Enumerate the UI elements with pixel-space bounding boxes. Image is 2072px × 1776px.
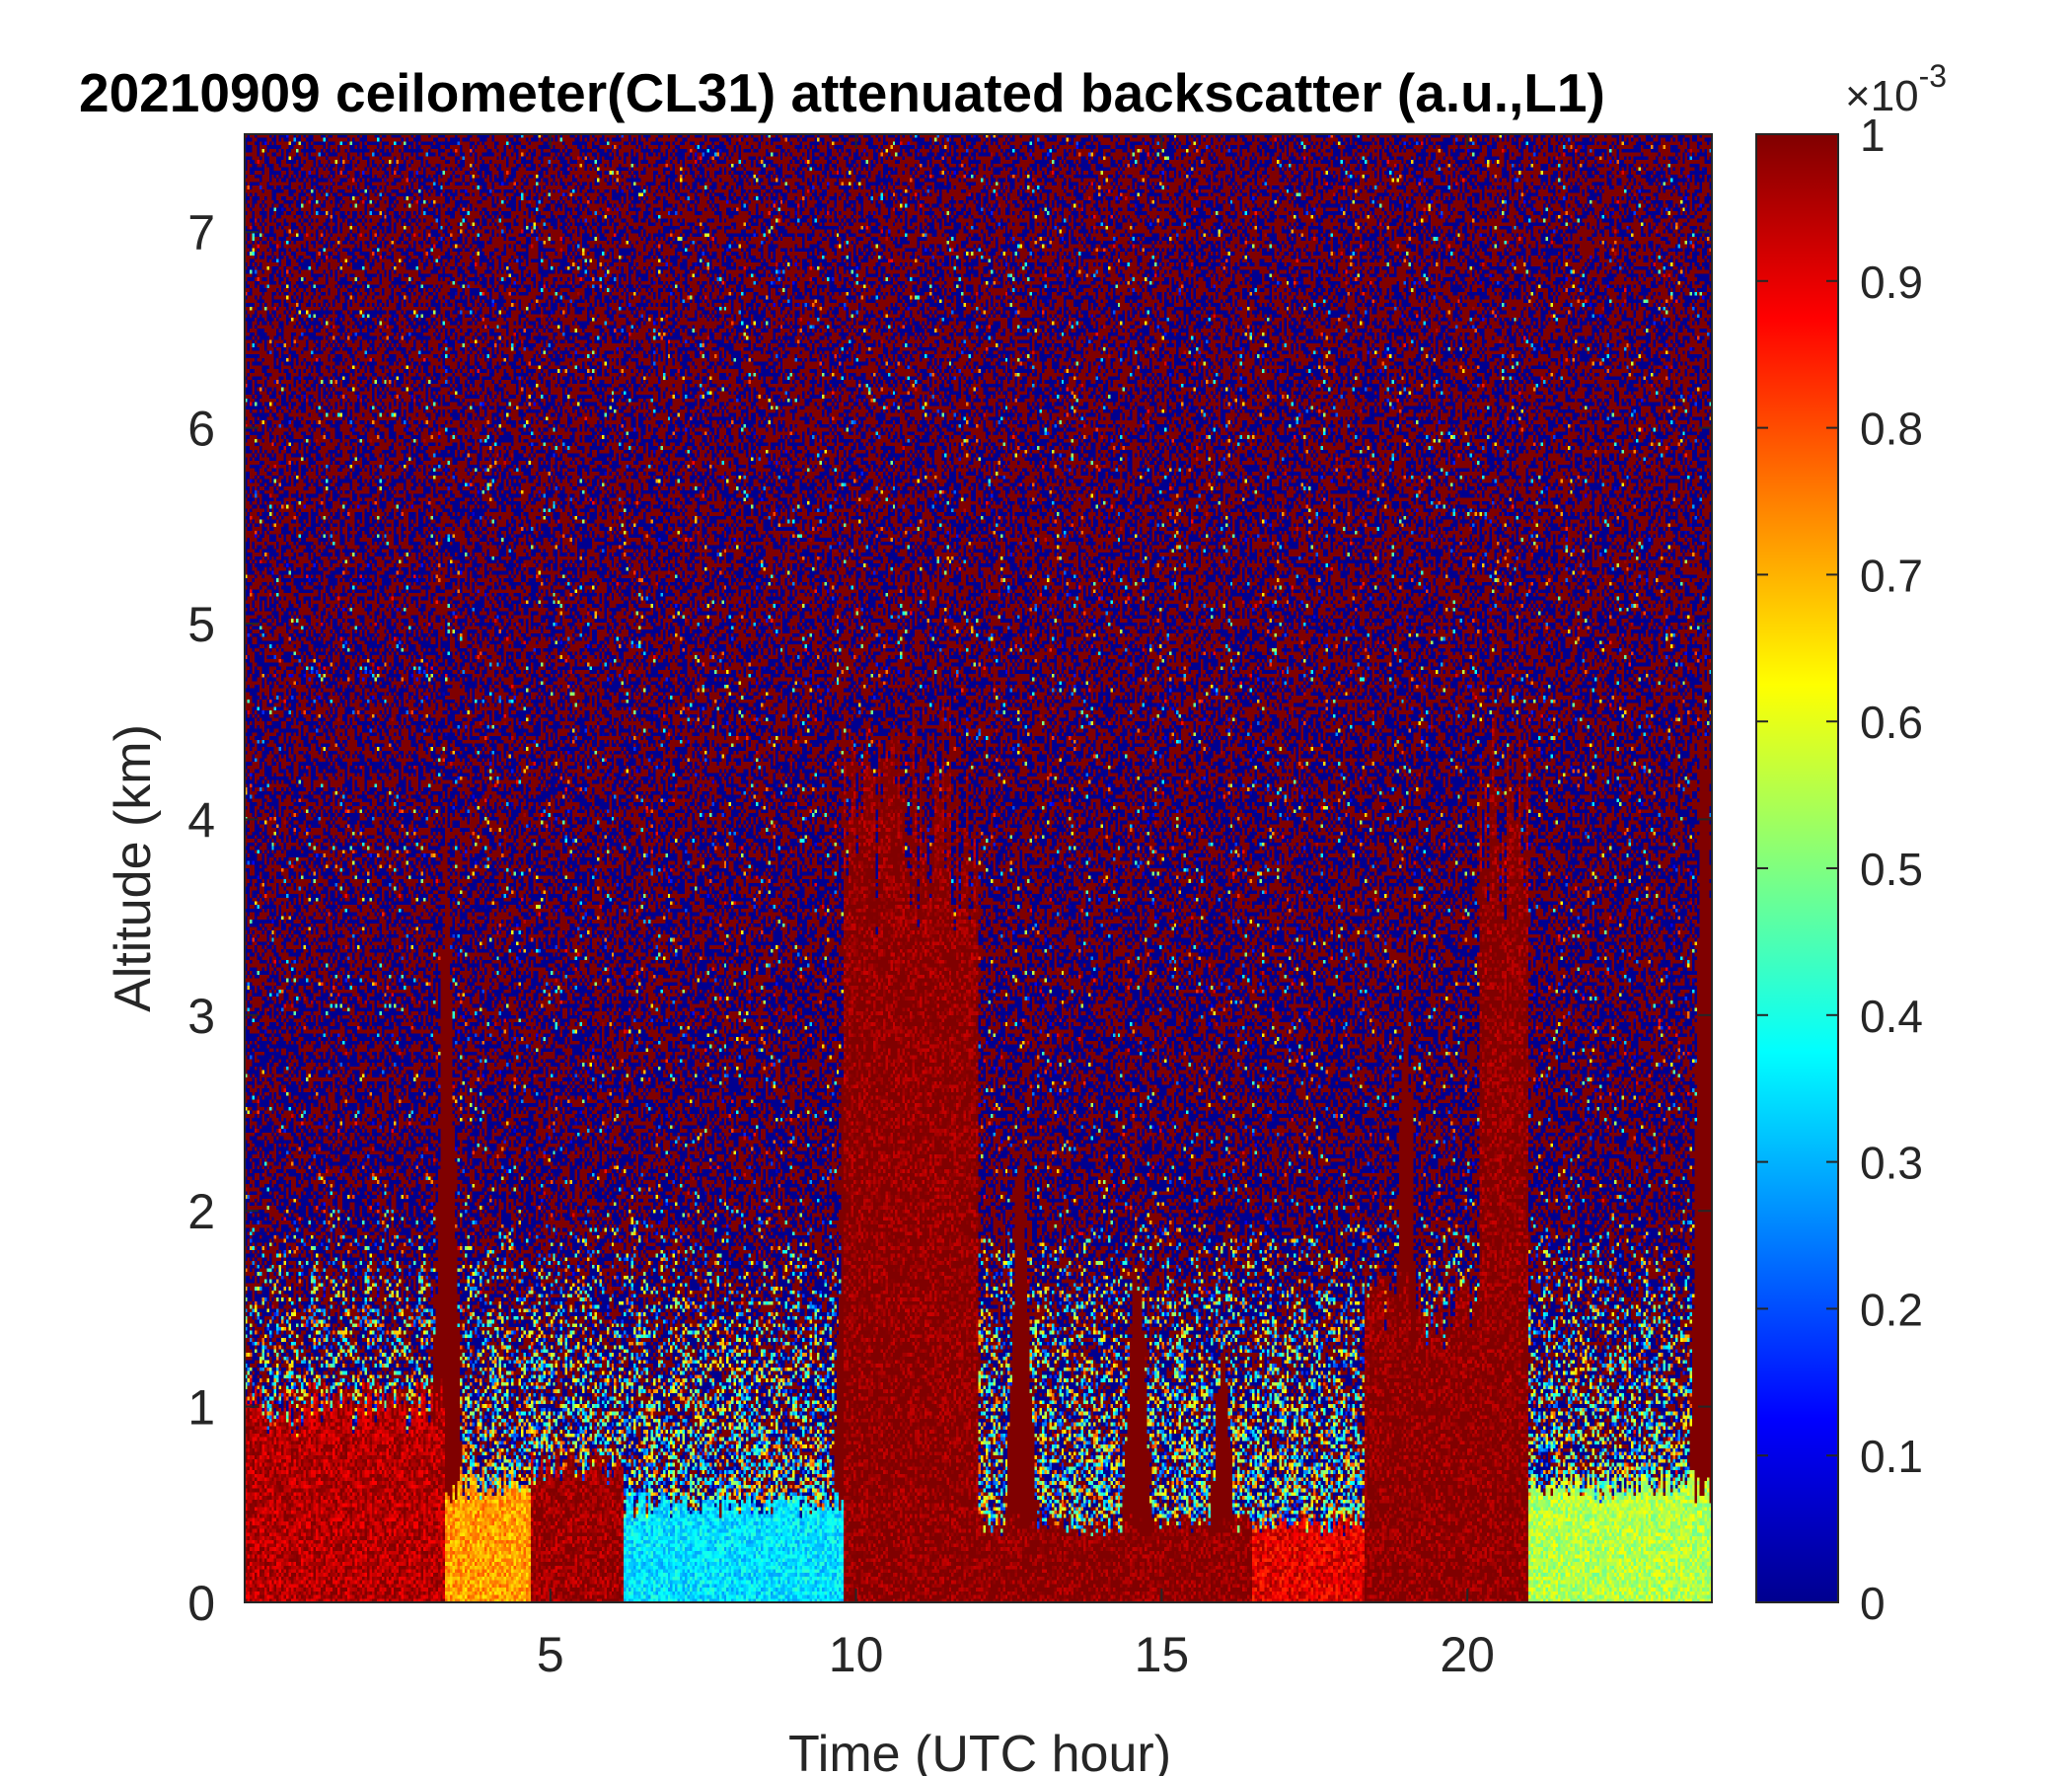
colorbar: 0 0.1 0.2 0.3 0.4 0.5 0.6 0.7 0.8 0.9 1 ×10-3 (1755, 58, 1947, 1629)
backscatter-heatmap (245, 134, 1712, 1602)
colorbar-tick-label: 0.7 (1860, 550, 1923, 601)
y-tick-label: 5 (187, 597, 215, 652)
colorbar-tick-label: 0.1 (1860, 1431, 1923, 1482)
colorbar-exponent-base: ×10 (1845, 72, 1919, 120)
x-tick-label: 5 (537, 1627, 564, 1682)
colorbar-tick-label: 1 (1860, 110, 1886, 161)
y-tick-label: 4 (187, 792, 215, 848)
colorbar-tick-label: 0.2 (1860, 1284, 1923, 1335)
plot-frame (244, 133, 1713, 1603)
colorbar-tick-label: 0.8 (1860, 404, 1923, 455)
colorbar-tick-label: 0.5 (1860, 844, 1923, 895)
colorbar-tick-label: 0 (1860, 1578, 1886, 1629)
x-axis-label: Time (UTC hour) (788, 1726, 1171, 1776)
y-tick-label: 7 (187, 205, 215, 260)
colorbar-exponent-label: ×10-3 (1845, 58, 1947, 120)
x-tick-label: 15 (1135, 1627, 1190, 1682)
plot-area: 5 10 15 20 0 1 2 3 4 5 6 7 (187, 133, 1713, 1682)
x-tick-label: 20 (1440, 1627, 1495, 1682)
colorbar-gradient (1755, 133, 1839, 1603)
colorbar-exponent-power: -3 (1919, 58, 1947, 94)
y-tick-label: 6 (187, 402, 215, 457)
x-tick-label: 10 (829, 1627, 884, 1682)
colorbar-tick-label: 0.4 (1860, 991, 1923, 1042)
colorbar-tick-label: 0.6 (1860, 697, 1923, 748)
y-tick-label: 1 (187, 1380, 215, 1436)
y-tick-label: 0 (187, 1576, 215, 1631)
chart-title: 20210909 ceilometer(CL31) attenuated bac… (79, 62, 1605, 123)
y-tick-label: 3 (187, 989, 215, 1044)
colorbar-ticks: 0 0.1 0.2 0.3 0.4 0.5 0.6 0.7 0.8 0.9 1 (1756, 110, 1923, 1629)
y-axis-label: Altitude (km) (105, 724, 162, 1012)
y-axis: 0 1 2 3 4 5 6 7 (187, 205, 1712, 1631)
colorbar-tick-label: 0.3 (1860, 1138, 1923, 1189)
y-tick-label: 2 (187, 1184, 215, 1239)
colorbar-tick-label: 0.9 (1860, 257, 1923, 308)
x-axis: 5 10 15 20 (537, 134, 1495, 1682)
